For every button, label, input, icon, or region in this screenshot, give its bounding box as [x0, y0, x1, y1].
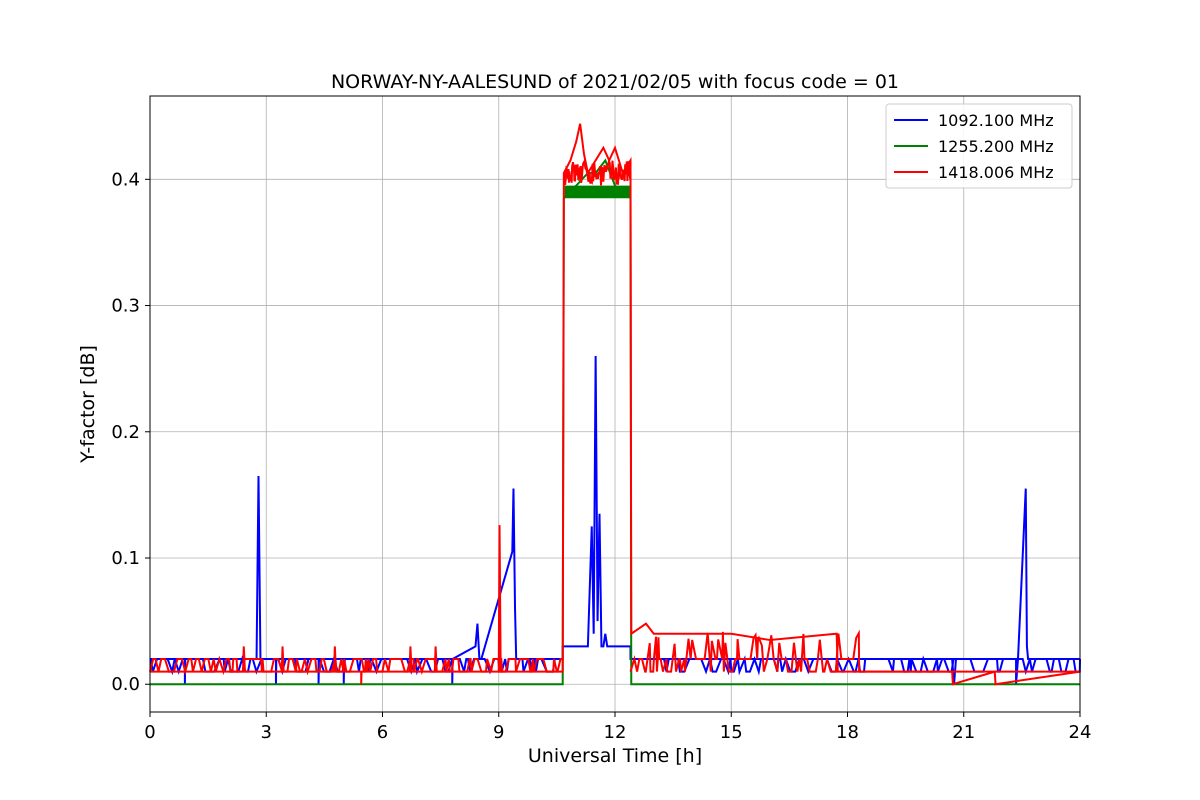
plot-area	[149, 123, 1081, 686]
y-tick-label: 0.0	[111, 674, 140, 695]
legend-entry: 1418.006 MHz	[938, 163, 1054, 182]
legend-entry: 1255.200 MHz	[938, 137, 1054, 156]
y-tick-label: 0.3	[111, 296, 140, 317]
chart-title: NORWAY-NY-AALESUND of 2021/02/05 with fo…	[331, 71, 899, 93]
y-tick-label: 0.1	[111, 548, 140, 569]
y-axis-label: Y-factor [dB]	[77, 345, 99, 464]
y-tick-label: 0.4	[111, 169, 140, 190]
x-tick-label: 24	[1069, 722, 1092, 743]
series-plateau-noise	[563, 158, 632, 186]
y-axis: 0.0 0.1 0.2 0.3 0.4	[111, 169, 150, 695]
y-tick-label: 0.2	[111, 422, 140, 443]
x-tick-label: 21	[952, 722, 975, 743]
legend-entry: 1092.100 MHz	[938, 111, 1054, 130]
series-band	[564, 185, 631, 199]
x-tick-label: 12	[604, 722, 627, 743]
x-tick-label: 18	[836, 722, 859, 743]
x-axis: 0 3 6 9 12 15 18 21 24	[144, 712, 1091, 743]
series-2	[149, 123, 1081, 686]
x-tick-label: 0	[144, 722, 155, 743]
x-tick-label: 15	[720, 722, 743, 743]
legend: 1092.100 MHz 1255.200 MHz 1418.006 MHz	[885, 103, 1073, 189]
x-axis-label: Universal Time [h]	[528, 745, 702, 767]
x-tick-label: 9	[493, 722, 504, 743]
x-tick-label: 6	[377, 722, 388, 743]
series-line	[150, 123, 1081, 686]
legend-box	[885, 103, 1073, 189]
x-tick-label: 3	[261, 722, 272, 743]
